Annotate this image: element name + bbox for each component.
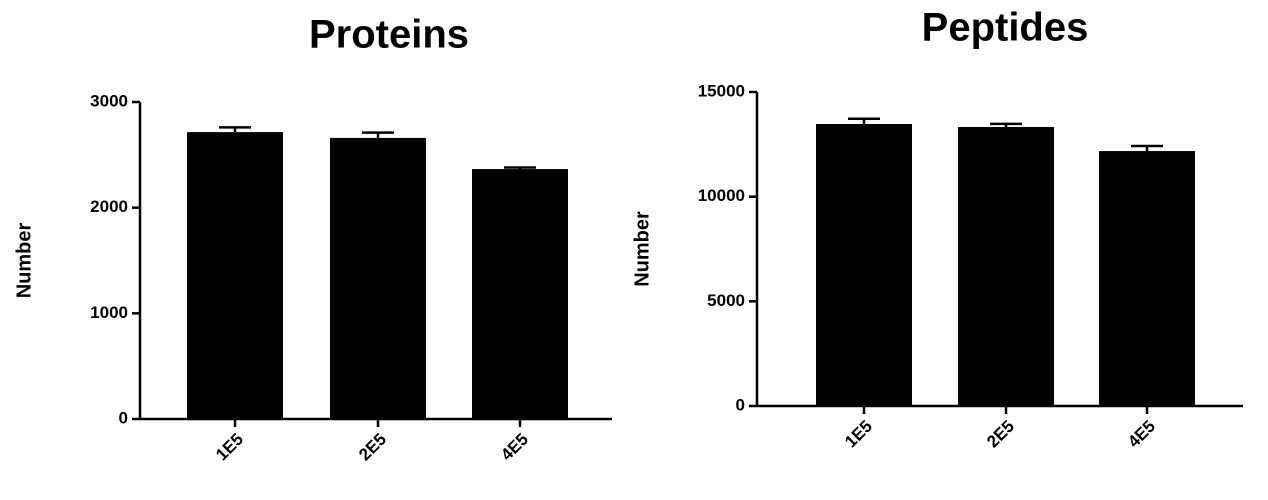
y-axis-label: Number bbox=[631, 211, 653, 287]
x-tick-label: 4E5 bbox=[497, 430, 532, 465]
bar bbox=[958, 126, 1054, 406]
y-axis-label: Number bbox=[13, 223, 35, 299]
x-tick-label: 2E5 bbox=[983, 417, 1018, 452]
x-tick-label: 2E5 bbox=[355, 430, 390, 465]
y-tick-label: 2000 bbox=[90, 197, 128, 216]
chart-title: Proteins bbox=[309, 13, 469, 57]
error-bar bbox=[848, 117, 880, 125]
error-bar bbox=[990, 122, 1022, 127]
bar bbox=[1099, 151, 1195, 406]
error-bar bbox=[219, 126, 251, 133]
x-tick-label: 4E5 bbox=[1124, 417, 1159, 452]
bar bbox=[816, 124, 912, 406]
chart-title: Peptides bbox=[922, 6, 1089, 50]
y-tick-label: 0 bbox=[119, 408, 128, 427]
y-tick-label: 1000 bbox=[90, 303, 128, 322]
error-bar bbox=[362, 131, 394, 138]
y-tick-label: 5000 bbox=[707, 291, 745, 310]
error-bar bbox=[504, 166, 536, 170]
y-tick-label: 15000 bbox=[698, 81, 745, 100]
bar bbox=[330, 137, 426, 419]
y-tick-label: 10000 bbox=[698, 186, 745, 205]
x-tick-label: 1E5 bbox=[841, 417, 876, 452]
y-tick-label: 3000 bbox=[90, 91, 128, 110]
y-tick-label: 0 bbox=[736, 395, 745, 414]
error-bar bbox=[1131, 144, 1163, 152]
bar bbox=[472, 169, 568, 419]
x-tick-label: 1E5 bbox=[212, 430, 247, 465]
bar bbox=[187, 132, 283, 420]
